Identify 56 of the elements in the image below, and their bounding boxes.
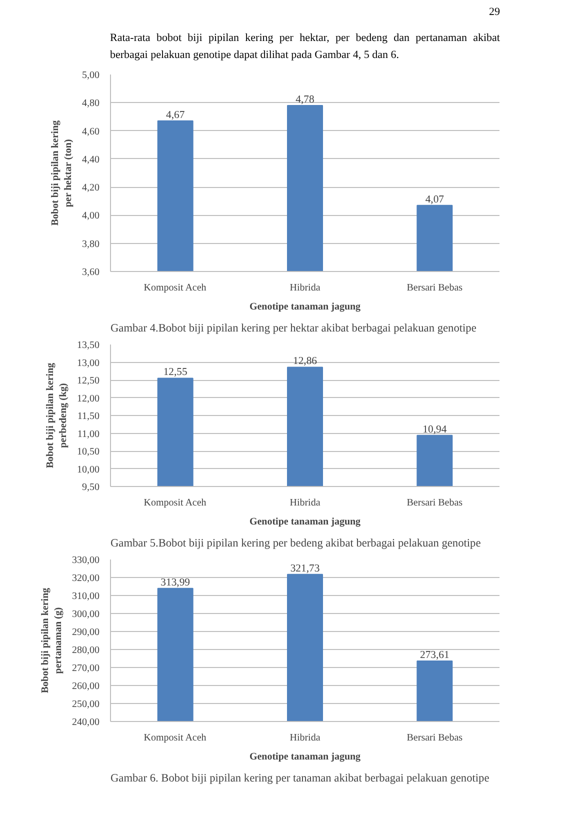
y-tick-label: 4,80 xyxy=(82,98,100,109)
text: Gambar 5.Bobot biji pipilan kering per bedeng akibat berbagai pelakuan genotipe xyxy=(110,537,481,550)
y-tick-label: 290,00 xyxy=(72,626,100,638)
x-tick-label: Komposit Aceh xyxy=(144,282,206,294)
data-label: 321,73 xyxy=(290,563,320,574)
y-tick-label: 12,00 xyxy=(77,393,100,404)
y-tick-label: 13,00 xyxy=(77,358,100,369)
y-tick-label: 330,00 xyxy=(72,554,100,566)
y-axis-title: Bobot biji pipilan kering perbedeng (kg) xyxy=(44,362,69,468)
data-label: 10,94 xyxy=(422,424,448,436)
data-label: 12,55 xyxy=(163,367,188,378)
y-tick-label: 12,50 xyxy=(77,375,100,386)
data-label: 4,67 xyxy=(166,110,186,121)
y-tick-label: 4,60 xyxy=(82,126,100,138)
y-tick-label: 11,50 xyxy=(77,410,100,422)
y-tick-label: 11,00 xyxy=(77,428,100,440)
y-tick-label: 300,00 xyxy=(72,608,100,620)
text: Rata-rata bobot biji pipilan kering per hektar, per bedeng dan pertanaman akibat berbagai pelakuan genotipe dapat dilihat pada Gambar 4, 5 dan 6. xyxy=(110,30,500,64)
y-tick-label: 3,60 xyxy=(82,266,100,278)
data-label: 4,07 xyxy=(425,194,445,206)
y-tick-label: 250,00 xyxy=(72,698,100,710)
x-tick-label: Komposit Aceh xyxy=(144,732,206,744)
text: Gambar 4.Bobot biji pipilan kering per hektar akibat berbagai pelakuan genotipe xyxy=(110,322,476,334)
y-tick-label: 240,00 xyxy=(72,716,100,728)
y-tick-label: 320,00 xyxy=(72,572,100,584)
data-label: 4,78 xyxy=(296,94,314,106)
y-tick-label: 9,50 xyxy=(82,482,100,493)
x-axis-title: Genotipe tanaman jagung xyxy=(249,751,361,762)
x-axis-title: Genotipe tanaman jagung xyxy=(249,516,361,528)
text: Gambar 6. Bobot biji pipilan kering per tanaman akibat berbagai pelakuan genotipe xyxy=(110,772,490,784)
x-tick-label: Hibrida xyxy=(290,282,321,294)
y-tick-label: 4,20 xyxy=(82,182,100,194)
y-tick-label: 3,80 xyxy=(82,238,100,250)
y-tick-label: 280,00 xyxy=(72,644,100,656)
x-tick-label: Hibrida xyxy=(290,732,321,744)
y-tick-label: 10,00 xyxy=(77,464,100,476)
y-tick-label: 5,00 xyxy=(82,70,100,81)
y-tick-label: 310,00 xyxy=(72,590,100,602)
text: 29 xyxy=(489,5,500,20)
x-tick-label: Bersari Bebas xyxy=(406,732,463,744)
y-tick-label: 260,00 xyxy=(72,680,100,692)
y-tick-label: 270,00 xyxy=(72,662,100,674)
x-tick-label: Bersari Bebas xyxy=(406,282,463,294)
data-label: 273,61 xyxy=(420,650,450,661)
y-tick-label: 4,00 xyxy=(82,210,100,222)
y-axis-title: Bobot biji pipilan kering per hektar (ton) xyxy=(50,120,74,226)
x-tick-label: Hibrida xyxy=(290,497,321,508)
x-tick-label: Komposit Aceh xyxy=(144,497,206,508)
y-tick-label: 13,50 xyxy=(77,340,100,351)
x-axis-title: Genotipe tanaman jagung xyxy=(249,301,361,312)
y-axis-title: Bobot biji pipilan kering pertanaman (g) xyxy=(40,588,64,693)
data-label: 313,99 xyxy=(160,577,190,588)
x-tick-label: Bersari Bebas xyxy=(406,497,463,508)
y-tick-label: 4,40 xyxy=(82,154,100,166)
data-label: 12,86 xyxy=(293,356,318,367)
y-tick-label: 10,50 xyxy=(77,446,100,458)
